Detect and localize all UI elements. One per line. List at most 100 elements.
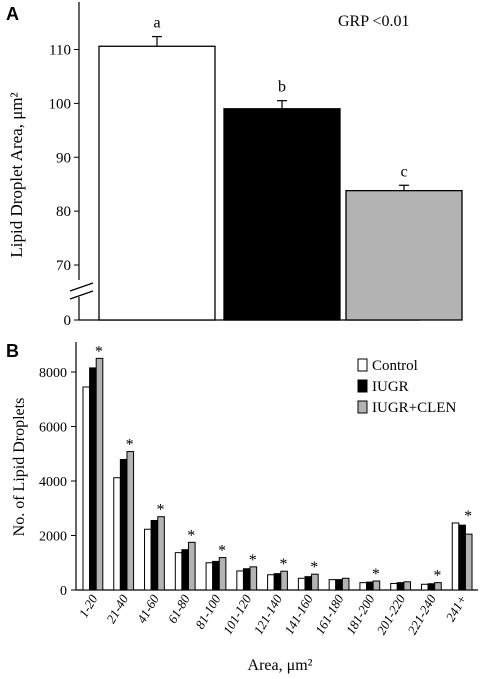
- panel-a-y-tick-label: 80: [56, 204, 71, 220]
- panel-b-significance-mark: *: [249, 552, 257, 569]
- panel-b-significance-mark: *: [187, 527, 195, 544]
- panel-b-significance-mark: *: [464, 508, 472, 525]
- panel-b-legend: Control IUGR IUGR+CLEN: [357, 358, 456, 416]
- panel-b-significance-mark: *: [126, 437, 134, 454]
- panel-b-bar-control: [420, 583, 429, 591]
- panel-b-bar-control: [205, 562, 214, 591]
- panel-b-legend-swatch: [357, 400, 368, 414]
- panel-b-significance-mark: *: [372, 566, 380, 583]
- panel-a-y-tick-label: 110: [49, 43, 71, 59]
- panel-b-x-tick-label: 81-100: [192, 592, 224, 632]
- panel-b-y-tick-label: 0: [60, 584, 67, 599]
- panel-b-x-tick-label: 61-80: [165, 592, 193, 626]
- panel-a-bar-chart: A GRP <0.01 Lipid Droplet Area, μm² 70 80…: [6, 2, 463, 329]
- panel-b-bar-control: [236, 570, 244, 591]
- panel-b-bar-iugr-clen: [95, 357, 104, 591]
- panel-b-y-axis-label: No. of Lipid Droplets: [11, 398, 28, 537]
- panel-b-legend-label: IUGR: [372, 379, 409, 395]
- panel-b-x-axis-label: Area, μm²: [248, 657, 313, 674]
- panel-b-legend-swatch: [357, 358, 368, 372]
- panel-b-bar-iugr: [458, 524, 466, 591]
- panel-b-bar-control: [328, 579, 337, 591]
- panel-b-x-tick-label: 221-240: [404, 592, 439, 637]
- panel-b-x-tick-label: 1-20: [76, 592, 101, 621]
- panel-a-axis-break-mark: [69, 290, 94, 300]
- panel-b-x-tick-label: 121-140: [250, 592, 285, 637]
- panel-a-bar: [223, 108, 341, 321]
- panel-b-bar-iugr: [366, 581, 374, 591]
- panel-b-bar-iugr-clen: [280, 570, 288, 591]
- panel-b-bar-control: [267, 574, 275, 591]
- panel-b-bar-iugr: [119, 458, 128, 591]
- panel-a-y-axis-label: Lipid Droplet Area, μm²: [7, 92, 26, 257]
- panel-b-significance-mark: *: [218, 543, 226, 560]
- panel-b-significance-mark: *: [156, 502, 164, 519]
- panel-b-bar-iugr-clen: [372, 580, 381, 591]
- panel-b-bar-control: [297, 577, 306, 591]
- panel-b-bar-iugr-clen: [218, 557, 227, 591]
- panel-a-axis-break-mark: [69, 282, 94, 292]
- panel-b-bar-control: [113, 477, 121, 591]
- panel-b-bar-iugr-clen: [188, 541, 196, 591]
- panel-b-bar-iugr: [150, 520, 159, 591]
- panel-b-x-tick-label: 241+: [443, 592, 470, 624]
- panel-b-bar-iugr-clen: [403, 581, 411, 591]
- panel-a-y-tick-label: 90: [56, 150, 71, 166]
- panel-b-bar-iugr-clen: [157, 516, 165, 591]
- panel-b-bar-control: [451, 522, 460, 591]
- panel-b-x-tick-label: 161-180: [312, 592, 347, 637]
- panel-b-significance-mark: *: [95, 343, 103, 360]
- panel-b-bar-control: [144, 528, 152, 591]
- panel-b-bar-iugr-clen: [464, 533, 473, 591]
- panel-b-significance-mark: *: [433, 568, 441, 585]
- panel-b-x-tick-label: 41-60: [134, 592, 162, 626]
- panel-b-bar-iugr: [181, 549, 190, 591]
- panel-b-bar-iugr-clen: [434, 582, 442, 591]
- panel-a-letter: A: [6, 4, 19, 24]
- panel-b-bar-iugr: [273, 573, 282, 591]
- panel-b-x-tick-label: 21-40: [103, 592, 131, 626]
- panel-b-y-tick-label: 8000: [39, 366, 67, 381]
- panel-b-bar-control: [390, 582, 398, 591]
- panel-b-y-tick-label: 6000: [39, 421, 67, 436]
- panel-b-bar-iugr: [396, 582, 405, 591]
- panel-a-bar: [98, 45, 216, 321]
- panel-b-bar-iugr-clen: [311, 573, 319, 591]
- panel-b-significance-mark: *: [310, 559, 318, 576]
- panel-a-y-tick-label: 100: [49, 96, 72, 112]
- panel-b-axes: 0 2000 4000 6000 8000 1-20 21-40 41-60 61-80 81-1…: [39, 342, 478, 637]
- panel-b-y-tick-label: 2000: [39, 530, 67, 545]
- panel-a-significance-letter: b: [278, 79, 286, 96]
- panel-a-bar: [345, 190, 463, 321]
- panel-b-legend-label: IUGR+CLEN: [372, 400, 456, 416]
- panel-b-significance-mark: *: [280, 556, 288, 573]
- panel-b-bar-control: [359, 582, 368, 591]
- panel-a-bars: a b c: [98, 15, 463, 321]
- panel-b-bar-iugr: [427, 583, 436, 591]
- panel-b-legend-swatch: [357, 379, 368, 393]
- panel-b-bar-iugr: [304, 576, 313, 591]
- panel-a-y-tick-label: 0: [64, 313, 72, 329]
- panel-b-bar-chart: B No. of Lipid Droplets Area, μm² 0 2000 4…: [6, 341, 478, 674]
- panel-b-bar-control: [174, 552, 183, 591]
- panel-b-bar-control: [82, 386, 91, 591]
- panel-b-bar-iugr-clen: [249, 566, 258, 591]
- panel-b-x-tick-label: 141-160: [281, 592, 316, 637]
- panel-b-y-tick-label: 4000: [39, 475, 67, 490]
- panel-b-bar-iugr: [242, 568, 251, 591]
- panel-b-letter: B: [6, 341, 19, 361]
- panel-b-x-tick-label: 101-120: [220, 592, 255, 637]
- panel-b-legend-label: Control: [372, 358, 418, 374]
- panel-b-bar-iugr: [335, 579, 343, 591]
- panel-b-bar-iugr-clen: [341, 577, 350, 591]
- panel-b-bar-iugr-clen: [126, 451, 135, 591]
- panel-a-significance-letter: c: [400, 163, 407, 180]
- panel-a-annotation: GRP <0.01: [338, 13, 410, 30]
- panel-a-y-tick-label: 70: [56, 258, 71, 274]
- panel-a-significance-letter: a: [153, 15, 160, 32]
- panel-b-bars: * * * * * * * * * * *: [82, 343, 473, 591]
- panel-b-bar-iugr: [212, 560, 220, 591]
- panel-b-x-tick-label: 201-220: [374, 592, 409, 637]
- panel-b-x-tick-label: 181-200: [343, 592, 378, 637]
